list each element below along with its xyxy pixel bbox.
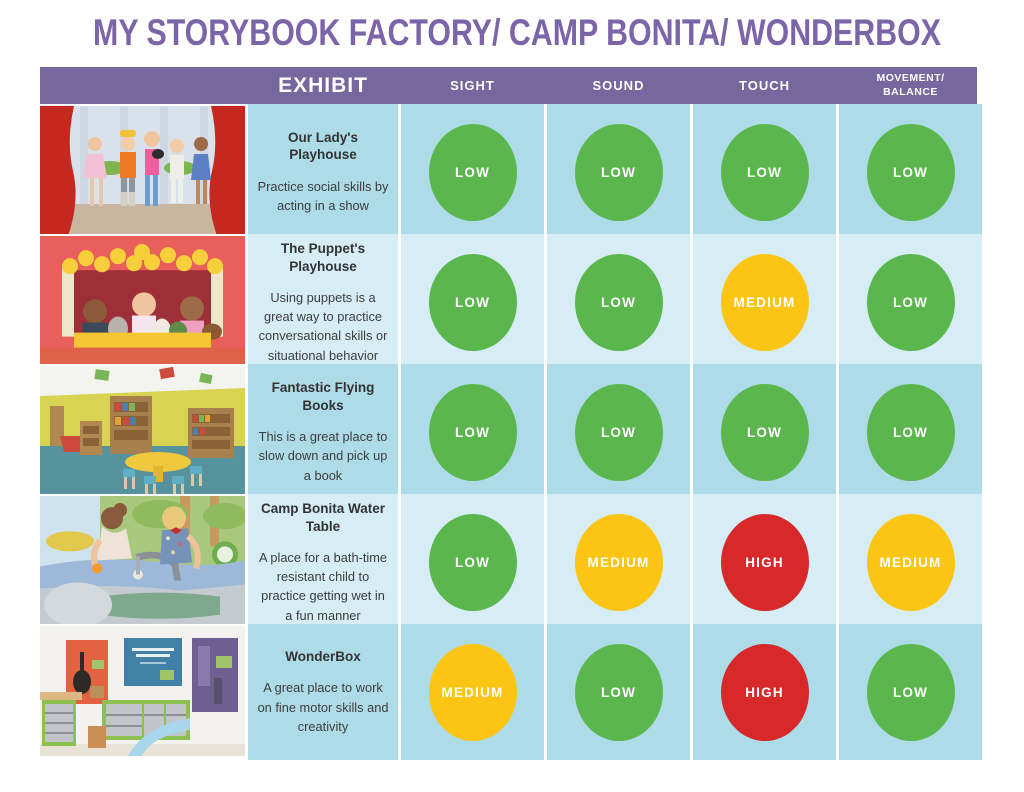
rating-cell-sight: MEDIUM <box>401 624 544 760</box>
rating-badge: LOW <box>428 383 517 481</box>
rating-badge: LOW <box>866 253 955 351</box>
rating-badge: LOW <box>428 513 517 611</box>
rating-badge: HIGH <box>720 643 809 741</box>
column-header-sound: SOUND <box>592 78 645 93</box>
rating-cell-movement: LOW <box>839 624 982 760</box>
rating-badge: LOW <box>866 643 955 741</box>
rating-badge: LOW <box>428 253 517 351</box>
rating-cell-sight: LOW <box>401 364 544 500</box>
water-table-photo-illustration <box>40 496 245 627</box>
column-header-sight: SIGHT <box>450 78 495 93</box>
rating-cell-sight: LOW <box>401 104 544 240</box>
rating-badge: MEDIUM <box>720 253 809 351</box>
table-row: WonderBox A great place to work on fine … <box>40 624 982 760</box>
exhibit-info-cell: The Puppet's Playhouse Using puppets is … <box>248 234 398 371</box>
exhibit-description: This is a great place to slow down and p… <box>258 429 388 483</box>
page-title-area: MY STORYBOOK FACTORY/ CAMP BONITA/ WONDE… <box>0 0 1024 55</box>
puppet-theater-photo-illustration <box>40 236 245 367</box>
exhibit-name: Camp Bonita Water Table <box>261 501 386 534</box>
exhibit-info-cell: Camp Bonita Water Table A place for a ba… <box>248 494 398 631</box>
table-row: Camp Bonita Water Table A place for a ba… <box>40 494 982 631</box>
rating-cell-movement: LOW <box>839 234 982 371</box>
exhibit-info-cell: Fantastic Flying Books This is a great p… <box>248 364 398 500</box>
rating-badge: LOW <box>866 123 955 221</box>
wonderbox-makerspace-room-photo <box>40 624 245 760</box>
rating-badge: MEDIUM <box>574 513 663 611</box>
stage-photo-illustration <box>40 106 245 236</box>
column-header-movement-balance: MOVEMENT/ BALANCE <box>876 72 945 98</box>
reading-room-photo-illustration <box>40 366 245 496</box>
rating-badge: LOW <box>720 123 809 221</box>
sensory-table: EXHIBIT SIGHT SOUND TOUCH MOVEMENT/ BALA… <box>40 67 982 760</box>
rating-cell-sight: LOW <box>401 234 544 371</box>
exhibit-description: Practice social skills by acting in a sh… <box>257 178 389 214</box>
rating-cell-movement: LOW <box>839 364 982 500</box>
children-playing-at-water-table-photo <box>40 494 245 631</box>
exhibit-description: A great place to work on fine motor skil… <box>257 680 389 734</box>
children-acting-on-stage-photo <box>40 104 245 240</box>
column-header-exhibit: EXHIBIT <box>278 73 368 97</box>
rating-badge: LOW <box>428 123 517 221</box>
table-header-row: EXHIBIT SIGHT SOUND TOUCH MOVEMENT/ BALA… <box>40 67 977 104</box>
table-row: Fantastic Flying Books This is a great p… <box>40 364 982 500</box>
wonderbox-photo-illustration <box>40 626 245 756</box>
rating-cell-touch: HIGH <box>693 624 836 760</box>
exhibit-name: WonderBox <box>285 648 361 664</box>
reading-room-with-bookshelves-photo <box>40 364 245 500</box>
kids-with-puppets-in-puppet-theater-photo <box>40 234 245 371</box>
column-header-touch: TOUCH <box>739 78 790 93</box>
exhibit-name: Our Lady's Playhouse <box>288 129 358 163</box>
rating-badge: MEDIUM <box>428 643 517 741</box>
rating-cell-sound: MEDIUM <box>547 494 690 631</box>
exhibit-description: A place for a bath-time resistant child … <box>258 550 388 623</box>
rating-cell-touch: LOW <box>693 104 836 240</box>
rating-badge: LOW <box>720 383 809 481</box>
rating-badge: LOW <box>574 253 663 351</box>
rating-cell-touch: LOW <box>693 364 836 500</box>
rating-cell-movement: LOW <box>839 104 982 240</box>
rating-cell-sound: LOW <box>547 364 690 500</box>
rating-cell-sound: LOW <box>547 234 690 371</box>
rating-cell-sound: LOW <box>547 624 690 760</box>
rating-cell-sound: LOW <box>547 104 690 240</box>
rating-cell-touch: HIGH <box>693 494 836 631</box>
table-row: The Puppet's Playhouse Using puppets is … <box>40 234 982 371</box>
exhibit-info-cell: Our Lady's Playhouse Practice social ski… <box>248 104 398 240</box>
exhibit-description: Using puppets is a great way to practice… <box>258 290 388 363</box>
rating-cell-sight: LOW <box>401 494 544 631</box>
rating-badge: LOW <box>866 383 955 481</box>
rating-badge: LOW <box>574 383 663 481</box>
rating-badge: LOW <box>574 123 663 221</box>
page-title: MY STORYBOOK FACTORY/ CAMP BONITA/ WONDE… <box>93 12 941 53</box>
exhibit-info-cell: WonderBox A great place to work on fine … <box>248 624 398 760</box>
exhibit-name: The Puppet's Playhouse <box>280 241 366 274</box>
rating-badge: MEDIUM <box>866 513 955 611</box>
table-row: Our Lady's Playhouse Practice social ski… <box>40 104 982 240</box>
rating-cell-touch: MEDIUM <box>693 234 836 371</box>
rating-cell-movement: MEDIUM <box>839 494 982 631</box>
rating-badge: HIGH <box>720 513 809 611</box>
rating-badge: LOW <box>574 643 663 741</box>
exhibit-name: Fantastic Flying Books <box>271 380 375 413</box>
